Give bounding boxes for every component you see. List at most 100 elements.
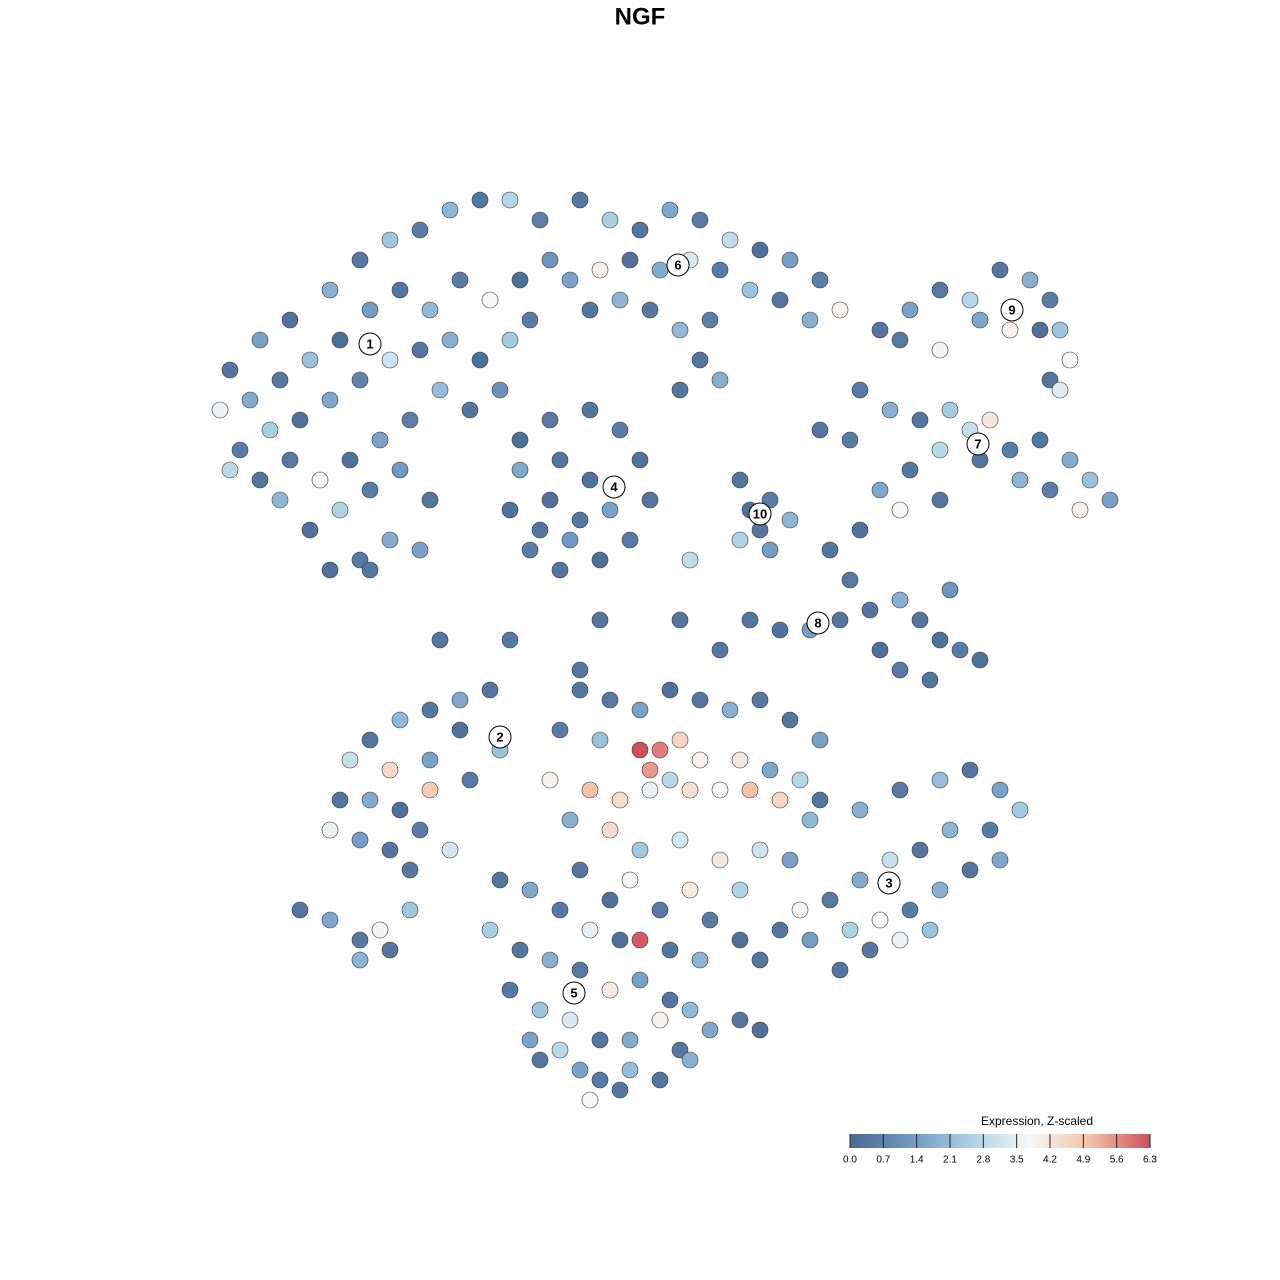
point [801, 311, 819, 329]
point [721, 231, 739, 249]
point [661, 201, 679, 219]
point [531, 211, 549, 229]
point [921, 671, 939, 689]
point [291, 411, 309, 429]
point [841, 921, 859, 939]
point [241, 391, 259, 409]
cluster-label: 7 [974, 436, 981, 451]
point [351, 951, 369, 969]
point [541, 251, 559, 269]
point [891, 661, 909, 679]
cluster-label: 2 [496, 729, 503, 744]
point [641, 781, 659, 799]
point [421, 301, 439, 319]
point [581, 471, 599, 489]
point [871, 911, 889, 929]
point [461, 771, 479, 789]
point [231, 441, 249, 459]
point [601, 211, 619, 229]
point [831, 611, 849, 629]
point [621, 1061, 639, 1079]
point [541, 491, 559, 509]
point [501, 981, 519, 999]
point [591, 611, 609, 629]
point [651, 1071, 669, 1089]
point [551, 901, 569, 919]
cluster-label: 1 [366, 336, 373, 351]
point [911, 411, 929, 429]
point [551, 1041, 569, 1059]
point [431, 381, 449, 399]
point [441, 841, 459, 859]
point [391, 801, 409, 819]
point [731, 881, 749, 899]
point [911, 841, 929, 859]
cluster-label: 3 [885, 875, 892, 890]
point [771, 621, 789, 639]
point [941, 821, 959, 839]
point [811, 731, 829, 749]
point [581, 781, 599, 799]
point [351, 831, 369, 849]
point [751, 951, 769, 969]
point [931, 771, 949, 789]
point [891, 781, 909, 799]
point [1041, 291, 1059, 309]
point [891, 591, 909, 609]
point [521, 1031, 539, 1049]
colorbar-tick-label: 2.1 [943, 1155, 957, 1166]
point [771, 921, 789, 939]
point [281, 311, 299, 329]
point [651, 741, 669, 759]
point [511, 461, 529, 479]
point [751, 841, 769, 859]
point [881, 401, 899, 419]
point [581, 1091, 599, 1109]
point [611, 421, 629, 439]
point [541, 411, 559, 429]
point [621, 531, 639, 549]
point [751, 691, 769, 709]
point [561, 811, 579, 829]
point [631, 931, 649, 949]
colorbar: Expression, Z-scaled 0.0 0.7 1.4 2.1 2.8 3.5 4… [843, 1114, 1157, 1165]
point [1061, 451, 1079, 469]
point [331, 331, 349, 349]
point [1021, 271, 1039, 289]
colorbar-tick-label: 1.4 [910, 1155, 924, 1166]
colorbar-tick-label: 4.2 [1043, 1155, 1057, 1166]
point [381, 351, 399, 369]
point [301, 521, 319, 539]
point [491, 381, 509, 399]
point [711, 851, 729, 869]
point [401, 901, 419, 919]
point [681, 781, 699, 799]
point [521, 881, 539, 899]
point [321, 391, 339, 409]
point [1011, 801, 1029, 819]
point [361, 561, 379, 579]
point [571, 1061, 589, 1079]
point [941, 581, 959, 599]
cluster-badge [748, 502, 772, 526]
point [351, 371, 369, 389]
point [891, 501, 909, 519]
point [961, 761, 979, 779]
point [411, 541, 429, 559]
point [841, 431, 859, 449]
chart-title: NGF [615, 3, 666, 30]
point [401, 411, 419, 429]
point [961, 861, 979, 879]
point [771, 291, 789, 309]
point [311, 471, 329, 489]
cluster-badge [877, 871, 901, 895]
point [1051, 381, 1069, 399]
point [221, 461, 239, 479]
point [861, 601, 879, 619]
point [631, 741, 649, 759]
point [771, 791, 789, 809]
point [821, 891, 839, 909]
point [551, 451, 569, 469]
point [831, 301, 849, 319]
points [211, 191, 1119, 1109]
